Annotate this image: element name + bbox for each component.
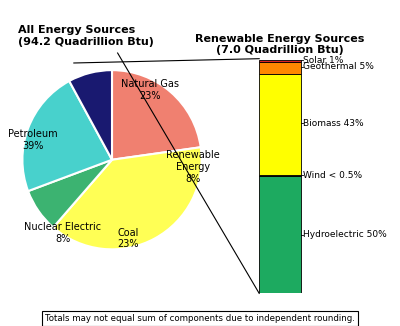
Text: Coal
23%: Coal 23% bbox=[117, 228, 139, 249]
Wedge shape bbox=[53, 147, 202, 249]
Text: Hydroelectric 50%: Hydroelectric 50% bbox=[303, 230, 387, 239]
Wedge shape bbox=[112, 70, 201, 160]
Bar bbox=[259, 60, 301, 62]
Text: Wind < 0.5%: Wind < 0.5% bbox=[303, 171, 362, 180]
Text: Nuclear Electric
8%: Nuclear Electric 8% bbox=[24, 222, 101, 244]
Title: Renewable Energy Sources
(7.0 Quadrillion Btu): Renewable Energy Sources (7.0 Quadrillio… bbox=[195, 34, 365, 55]
Text: All Energy Sources
(94.2 Quadrillion Btu): All Energy Sources (94.2 Quadrillion Btu… bbox=[18, 25, 154, 47]
Bar bbox=[259, 62, 301, 74]
Text: Geothermal 5%: Geothermal 5% bbox=[303, 62, 374, 71]
Bar bbox=[259, 176, 301, 293]
Text: Biomass 43%: Biomass 43% bbox=[303, 119, 364, 128]
Text: Totals may not equal sum of components due to independent rounding.: Totals may not equal sum of components d… bbox=[45, 314, 355, 323]
Text: Natural Gas
23%: Natural Gas 23% bbox=[121, 79, 179, 101]
Text: Solar 1%: Solar 1% bbox=[303, 56, 344, 65]
Wedge shape bbox=[69, 70, 112, 160]
Bar bbox=[259, 175, 301, 176]
Text: Renewable
Energy
8%: Renewable Energy 8% bbox=[166, 150, 220, 184]
Wedge shape bbox=[22, 81, 112, 191]
Wedge shape bbox=[28, 160, 112, 227]
Text: Petroleum
39%: Petroleum 39% bbox=[8, 129, 58, 151]
Bar bbox=[259, 74, 301, 175]
